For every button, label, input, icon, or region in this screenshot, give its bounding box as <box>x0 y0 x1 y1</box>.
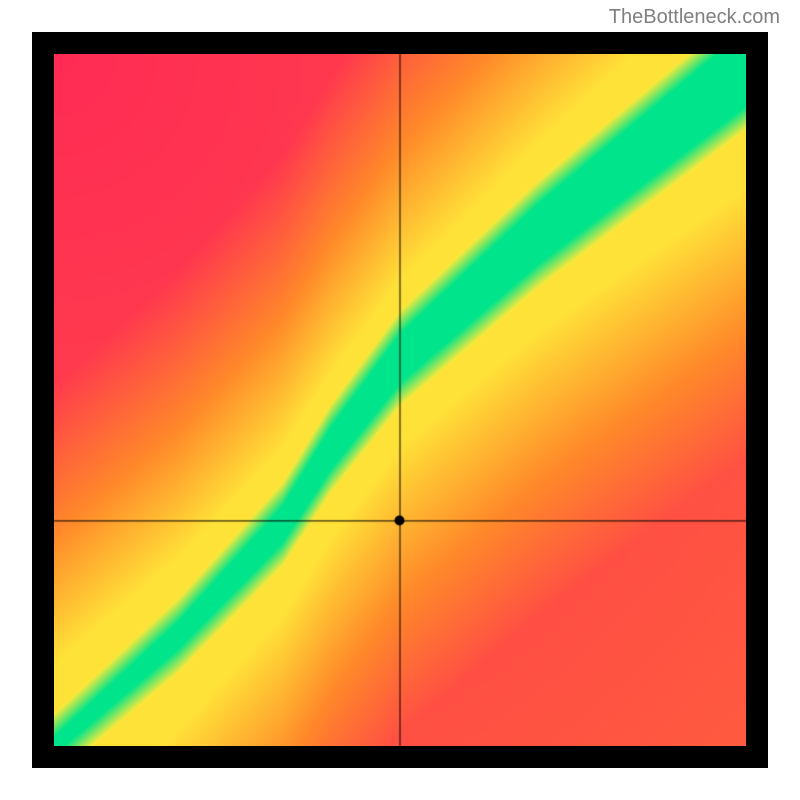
heatmap-canvas <box>54 54 746 746</box>
chart-frame <box>32 32 768 768</box>
chart-container: TheBottleneck.com <box>0 0 800 800</box>
watermark-label: TheBottleneck.com <box>609 6 780 29</box>
